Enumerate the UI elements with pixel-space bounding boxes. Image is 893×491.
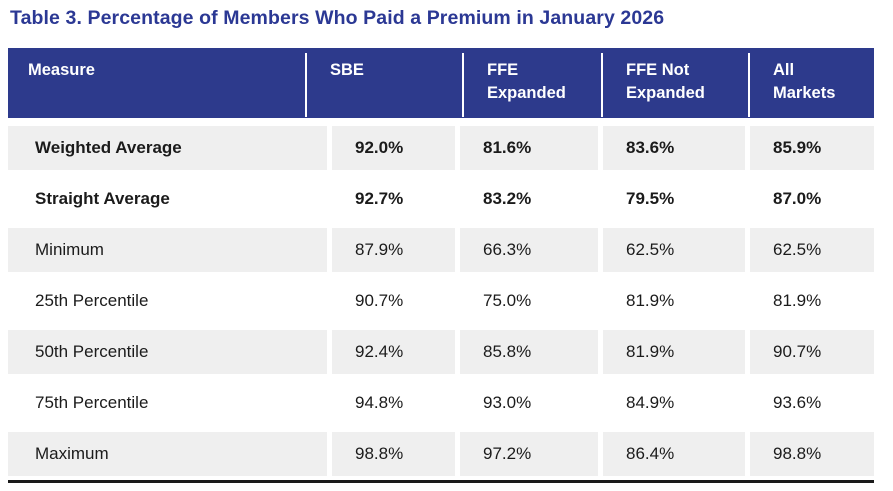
value-sbe: 87.9% xyxy=(332,225,455,276)
row-label: 50th Percentile xyxy=(8,327,327,378)
value-ffe-expanded: 75.0% xyxy=(460,276,598,327)
value-sbe: 92.0% xyxy=(332,123,455,174)
header-all-markets: All Markets xyxy=(773,61,836,102)
value-ffe-expanded: 97.2% xyxy=(460,429,598,480)
table-row-weighted-average: Weighted Average 92.0% 81.6% 83.6% 85.9% xyxy=(8,123,874,174)
row-label: Straight Average xyxy=(8,174,327,225)
value-all-markets: 87.0% xyxy=(750,174,874,225)
table-bottom-rule xyxy=(8,480,874,483)
header-measure: Measure xyxy=(28,61,95,79)
value-ffe-not-expanded: 83.6% xyxy=(603,123,745,174)
table-row-minimum: Minimum 87.9% 66.3% 62.5% 62.5% xyxy=(8,225,874,276)
table-row-maximum: Maximum 98.8% 97.2% 86.4% 98.8% xyxy=(8,429,874,480)
value-all-markets: 90.7% xyxy=(750,327,874,378)
row-label: 75th Percentile xyxy=(8,378,327,429)
value-sbe: 94.8% xyxy=(332,378,455,429)
header-divider xyxy=(305,53,307,117)
header-divider xyxy=(748,53,750,117)
value-sbe: 92.4% xyxy=(332,327,455,378)
header-divider xyxy=(601,53,603,117)
value-all-markets: 98.8% xyxy=(750,429,874,480)
header-sbe: SBE xyxy=(330,61,364,79)
value-ffe-not-expanded: 79.5% xyxy=(603,174,745,225)
table-row-25th-percentile: 25th Percentile 90.7% 75.0% 81.9% 81.9% xyxy=(8,276,874,327)
value-ffe-not-expanded: 62.5% xyxy=(603,225,745,276)
value-ffe-not-expanded: 84.9% xyxy=(603,378,745,429)
table-row-straight-average: Straight Average 92.7% 83.2% 79.5% 87.0% xyxy=(8,174,874,225)
header-ffe-not-expanded: FFE Not Expanded xyxy=(626,61,705,102)
value-ffe-not-expanded: 81.9% xyxy=(603,276,745,327)
table-title: Table 3. Percentage of Members Who Paid … xyxy=(10,7,665,29)
value-all-markets: 62.5% xyxy=(750,225,874,276)
header-divider xyxy=(462,53,464,117)
header-ffe-expanded: FFE Expanded xyxy=(487,61,566,102)
table-row-75th-percentile: 75th Percentile 94.8% 93.0% 84.9% 93.6% xyxy=(8,378,874,429)
value-ffe-expanded: 66.3% xyxy=(460,225,598,276)
value-all-markets: 85.9% xyxy=(750,123,874,174)
value-ffe-expanded: 93.0% xyxy=(460,378,598,429)
table-row-50th-percentile: 50th Percentile 92.4% 85.8% 81.9% 90.7% xyxy=(8,327,874,378)
value-ffe-expanded: 81.6% xyxy=(460,123,598,174)
premium-table: Measure SBE FFE Expanded FFE Not Expande… xyxy=(8,48,874,483)
row-label: Weighted Average xyxy=(8,123,327,174)
row-label: Maximum xyxy=(8,429,327,480)
table-header-row: Measure SBE FFE Expanded FFE Not Expande… xyxy=(8,48,874,118)
value-sbe: 98.8% xyxy=(332,429,455,480)
table-body: Weighted Average 92.0% 81.6% 83.6% 85.9%… xyxy=(8,123,874,480)
row-label: 25th Percentile xyxy=(8,276,327,327)
value-sbe: 90.7% xyxy=(332,276,455,327)
value-ffe-expanded: 85.8% xyxy=(460,327,598,378)
value-sbe: 92.7% xyxy=(332,174,455,225)
value-all-markets: 81.9% xyxy=(750,276,874,327)
value-ffe-not-expanded: 86.4% xyxy=(603,429,745,480)
value-ffe-not-expanded: 81.9% xyxy=(603,327,745,378)
value-ffe-expanded: 83.2% xyxy=(460,174,598,225)
row-label: Minimum xyxy=(8,225,327,276)
value-all-markets: 93.6% xyxy=(750,378,874,429)
